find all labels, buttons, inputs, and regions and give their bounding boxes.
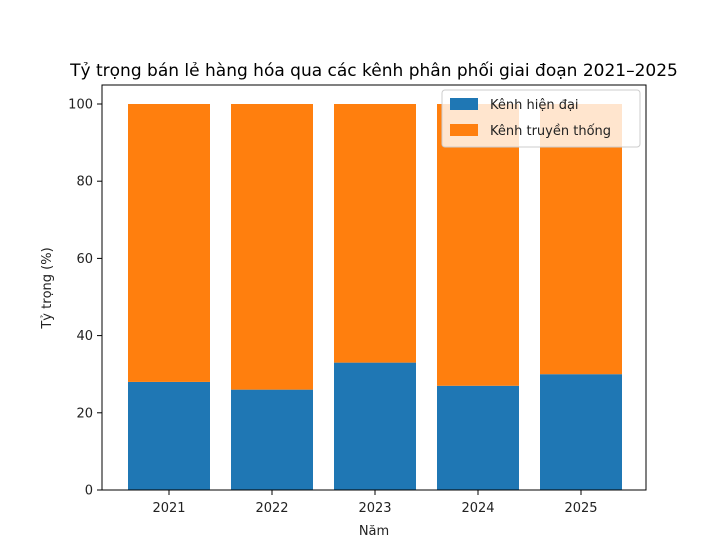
bar-2021-series-0	[128, 381, 210, 490]
bar-2025-series-1	[540, 104, 622, 375]
x-tick-label: 2024	[461, 501, 494, 516]
y-axis: 0 20 40 60 80 100	[68, 98, 102, 499]
y-axis-label: Tỷ trọng (%)	[40, 247, 55, 329]
x-axis: 2021 2022 2023 2024 2025	[152, 490, 598, 516]
legend-swatch-series-0	[450, 98, 478, 110]
x-tick-label: 2023	[358, 501, 391, 516]
y-tick-label: 80	[76, 175, 93, 190]
x-tick-label: 2022	[255, 501, 288, 516]
legend-box	[441, 89, 641, 148]
x-tick-label: 2025	[564, 501, 597, 516]
bar-2025-series-0	[540, 374, 622, 490]
bar-2023-series-0	[334, 362, 416, 490]
legend: Kênh hiện đại Kênh truyền thống	[441, 89, 641, 148]
y-tick-label: 60	[76, 252, 93, 267]
legend-label-series-0: Kênh hiện đại	[490, 98, 579, 113]
bar-2024-series-1	[437, 104, 519, 386]
legend-swatch-series-1	[450, 124, 478, 136]
bar-2022-series-1	[231, 104, 313, 390]
bar-2022-series-0	[231, 389, 313, 490]
x-tick-label: 2021	[152, 501, 185, 516]
bar-2023-series-1	[334, 104, 416, 363]
bar-2021-series-1	[128, 104, 210, 382]
y-tick-label: 40	[76, 329, 93, 344]
plot-frame	[101, 84, 647, 491]
chart-title: Tỷ trọng bán lẻ hàng hóa qua các kênh ph…	[69, 60, 678, 81]
x-axis-label: Năm	[359, 524, 389, 539]
y-tick-label: 0	[85, 484, 93, 499]
bar-2024-series-0	[437, 385, 519, 490]
y-tick-label: 100	[68, 98, 93, 113]
y-tick-label: 20	[76, 406, 93, 421]
bars-group	[128, 104, 622, 490]
legend-label-series-1: Kênh truyền thống	[490, 124, 611, 139]
